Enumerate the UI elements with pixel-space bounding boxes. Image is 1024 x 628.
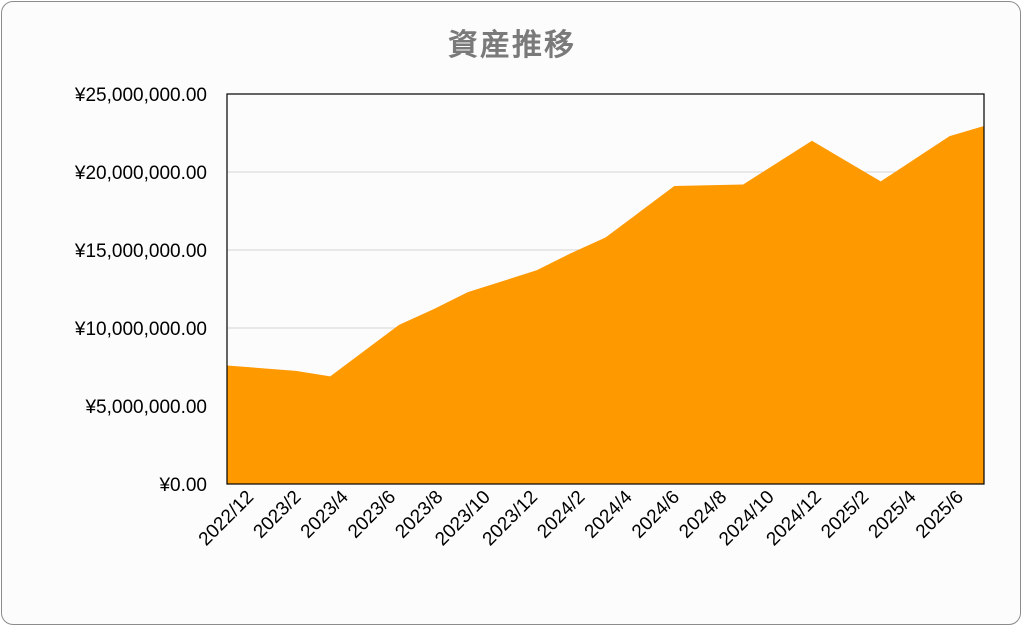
x-tick-label: 2024/2 <box>533 487 589 543</box>
x-tick-label: 2024/6 <box>628 487 684 543</box>
x-tick-label: 2025/4 <box>865 486 921 542</box>
x-tick-label: 2025/6 <box>912 487 968 543</box>
y-tick-label: ¥5,000,000.00 <box>84 397 207 418</box>
x-tick-label: 2025/2 <box>817 487 873 543</box>
x-tick-label: 2023/2 <box>250 487 306 543</box>
area-series <box>227 125 984 484</box>
x-tick-label: 2024/4 <box>581 486 637 542</box>
y-tick-label: ¥25,000,000.00 <box>74 85 207 106</box>
y-tick-label: ¥10,000,000.00 <box>74 319 207 340</box>
x-tick-label: 2022/12 <box>195 487 258 550</box>
x-axis-ticks: 2022/122023/22023/42023/62023/82023/1020… <box>195 486 968 550</box>
chart-title: 資産推移 <box>448 28 576 63</box>
y-tick-label: ¥20,000,000.00 <box>74 163 207 184</box>
plot-area-border <box>226 93 985 485</box>
y-tick-label: ¥15,000,000.00 <box>74 241 207 262</box>
y-tick-label: ¥0.00 <box>158 475 207 496</box>
area-fill <box>227 125 984 484</box>
x-tick-label: 2023/4 <box>297 486 353 542</box>
y-axis-ticks: ¥0.00 ¥5,000,000.00 ¥10,000,000.00 ¥15,000,… <box>74 85 207 496</box>
x-tick-label: 2023/6 <box>344 487 400 543</box>
